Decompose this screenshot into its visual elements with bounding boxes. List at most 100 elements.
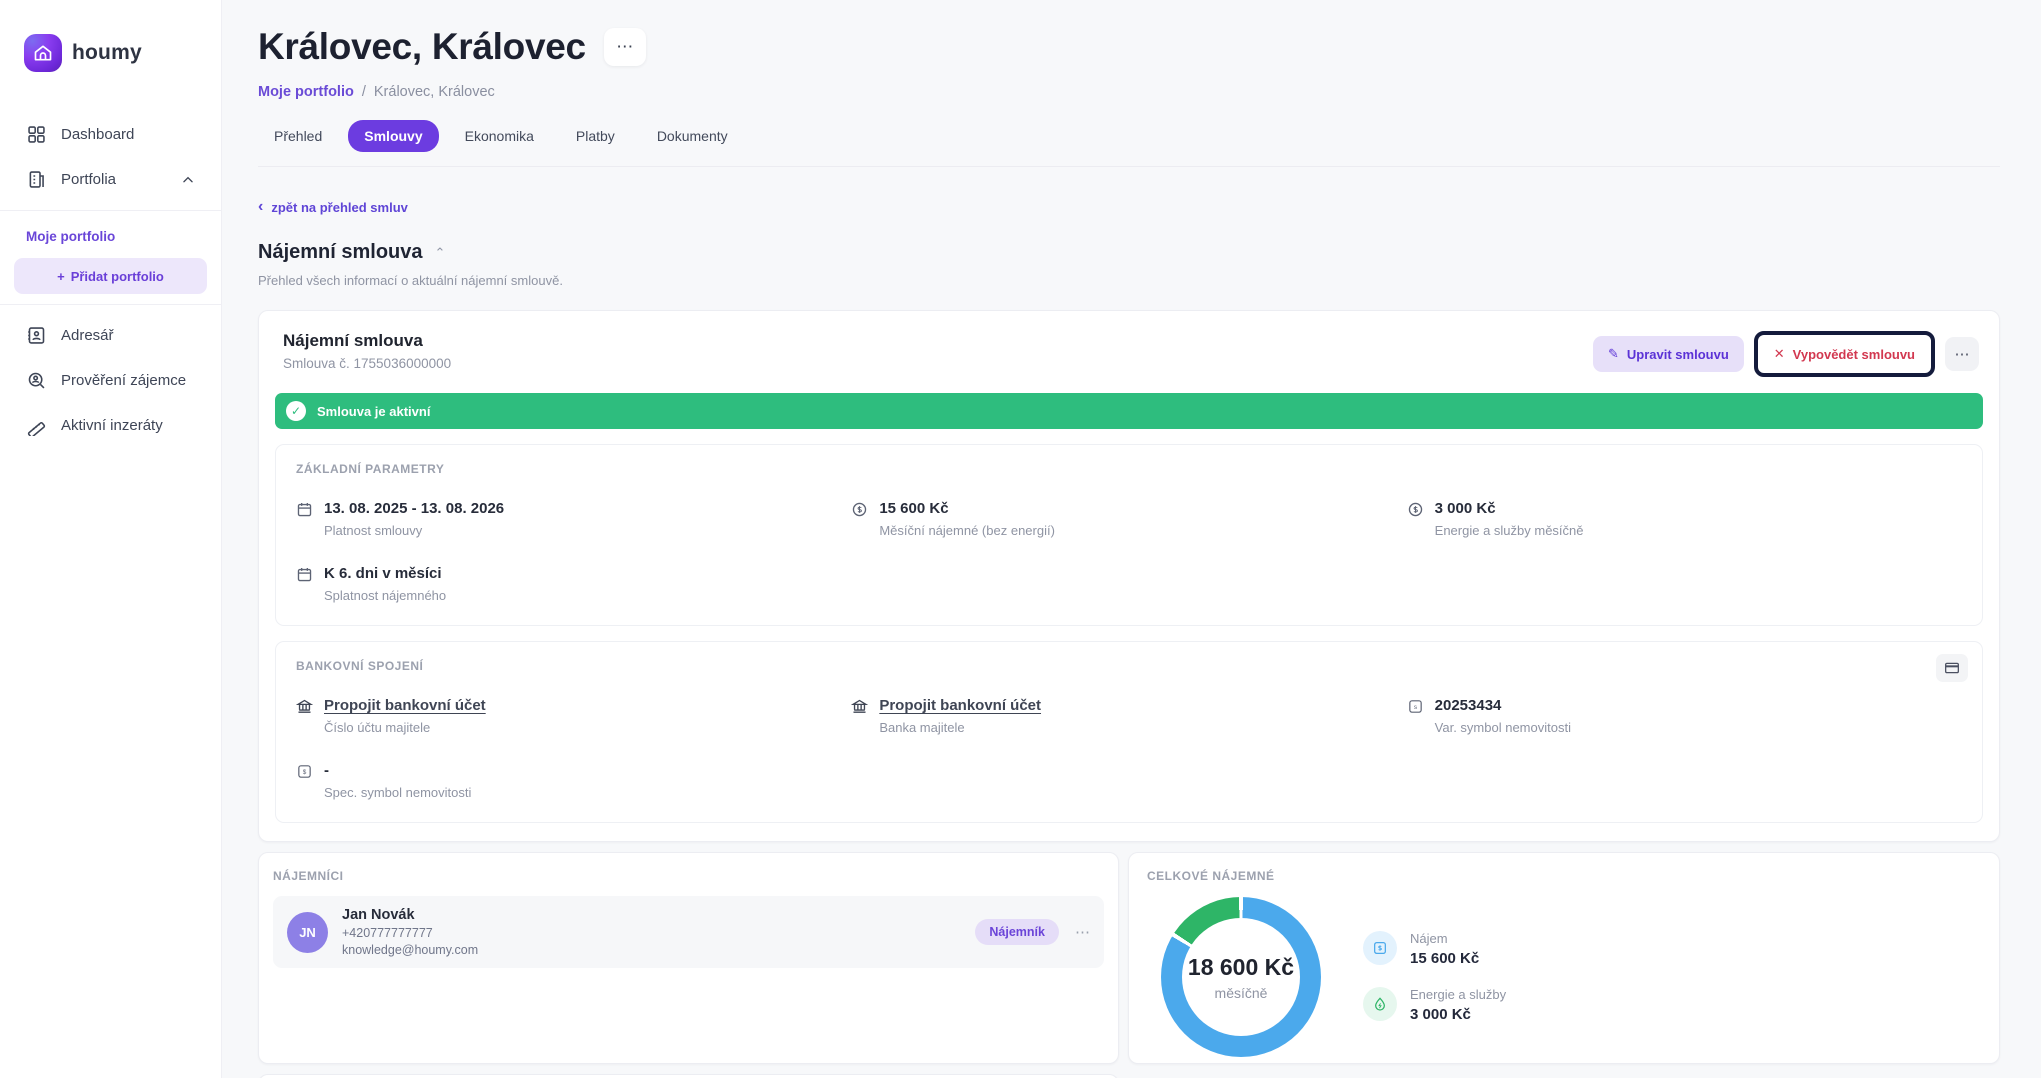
tenants-label: NÁJEMNÍCI — [273, 869, 344, 883]
sidebar-divider — [0, 304, 221, 305]
terminate-highlight-box: ✕ Vypovědět smlouvu — [1753, 331, 1935, 377]
param-platnost: 13. 08. 2025 - 13. 08. 2026 Platnost sml… — [296, 500, 851, 538]
back-to-contracts-link[interactable]: ‹ zpět na přehled smluv — [258, 198, 408, 216]
legend-item-energie: Energie a služby 3 000 Kč — [1363, 987, 1506, 1023]
edit-contract-label: Upravit smlouvu — [1626, 346, 1729, 362]
tenant-phone: +420777777777 — [342, 926, 433, 940]
tab-bar: Přehled Smlouvy Ekonomika Platby Dokumen… — [258, 120, 2000, 152]
sidebar-item-adresar[interactable]: Adresář — [0, 313, 221, 358]
bank-item-var-symbol: s 20253434 Var. symbol nemovitosti — [1407, 697, 1962, 735]
section-title: Nájemní smlouva — [258, 241, 423, 263]
brand-logo[interactable]: houmy — [0, 34, 221, 72]
rent-legend: Nájem 15 600 Kč Energie a služby 3 000 K… — [1363, 931, 1506, 1023]
pencil-icon: ✎ — [1608, 346, 1619, 361]
chevron-up-icon[interactable] — [181, 173, 195, 187]
sidebar-item-label: Prověření zájemce — [61, 372, 187, 389]
tenant-overflow-button[interactable]: ⋯ — [1075, 924, 1090, 941]
param-splatnost: K 6. dni v měsíci Splatnost nájemného — [296, 565, 851, 603]
bank-connection-label: BANKOVNÍ SPOJENÍ — [296, 659, 424, 673]
sidebar-item-moje-portfolio[interactable]: Moje portfolio — [26, 229, 116, 244]
sidebar-item-label: Dashboard — [61, 126, 135, 143]
tenant-role-badge: Nájemník — [975, 919, 1059, 945]
tab-ekonomika[interactable]: Ekonomika — [464, 128, 534, 144]
calendar-icon — [296, 566, 313, 583]
connect-bank-account-link[interactable]: Propojit bankovní účet — [324, 697, 486, 714]
tab-platby[interactable]: Platby — [575, 128, 615, 144]
param-value: 3 000 Kč — [1434, 500, 1496, 517]
credit-card-button[interactable] — [1936, 654, 1968, 682]
param-label: Energie a služby měsíčně — [1434, 523, 1584, 538]
donut-center-value: 18 600 Kč — [1187, 953, 1295, 980]
tab-dokumenty[interactable]: Dokumenty — [656, 128, 728, 144]
collapse-chevron-icon[interactable]: ⌃ — [434, 244, 446, 260]
svg-text:$: $ — [303, 769, 307, 776]
portfolio-icon — [29, 171, 44, 188]
contract-overflow-button[interactable]: ⋯ — [1945, 337, 1979, 371]
credit-card-icon — [1945, 662, 1959, 674]
add-portfolio-label: Přidat portfolio — [70, 268, 164, 284]
add-portfolio-button[interactable]: + Přidat portfolio — [14, 258, 207, 294]
sidebar-item-label: Adresář — [61, 327, 114, 344]
svg-text:s: s — [1414, 704, 1417, 711]
tabs-divider — [258, 166, 2000, 167]
terminate-contract-label: Vypovědět smlouvu — [1792, 346, 1915, 362]
address-book-icon — [28, 327, 45, 344]
tab-prehled[interactable]: Přehled — [274, 128, 323, 144]
param-value: - — [324, 762, 329, 779]
contract-history-card: HISTORIE ZNĚNÍ SMLOUVY Nájemné 15 600 Kč… — [258, 1074, 1119, 1078]
back-arrow-icon: ‹ — [258, 198, 264, 215]
sidebar-item-dashboard[interactable]: Dashboard — [0, 112, 221, 157]
param-label: Splatnost nájemného — [324, 588, 447, 603]
close-icon: ✕ — [1773, 346, 1785, 361]
connect-bank-account-link[interactable]: Propojit bankovní účet — [879, 697, 1042, 714]
bank-connection-card: BANKOVNÍ SPOJENÍ Propojit bankovní účet … — [275, 641, 1983, 823]
bank-item-banka: Propojit bankovní účet Banka majitele — [851, 697, 1406, 735]
rent-coin-icon — [1363, 931, 1397, 965]
page-overflow-button[interactable]: ⋯ — [603, 28, 646, 66]
status-banner-text: Smlouva je aktivní — [317, 403, 431, 419]
total-rent-label: CELKOVÉ NÁJEMNÉ — [1147, 869, 1275, 883]
tenant-row: JN Jan Novák +420777777777 knowledge@hou… — [273, 896, 1104, 968]
param-label: Spec. symbol nemovitosti — [324, 785, 472, 800]
tenant-email: knowledge@houmy.com — [342, 943, 479, 957]
legend-label: Nájem — [1410, 931, 1448, 946]
sidebar-item-label: Aktivní inzeráty — [61, 417, 163, 434]
sidebar: houmy Dashboard Portfolia Moje portfolio… — [0, 0, 222, 1078]
coin-icon — [1407, 501, 1424, 518]
terminate-contract-button[interactable]: ✕ Vypovědět smlouvu — [1758, 336, 1930, 372]
symbol-icon: $ — [296, 763, 313, 780]
tenant-avatar: JN — [287, 911, 328, 953]
bank-icon — [296, 698, 313, 715]
tenant-name: Jan Novák — [342, 907, 415, 923]
sidebar-item-provereni-zajemce[interactable]: Prověření zájemce — [0, 358, 221, 403]
main-content: Královec, Královec ⋯ Moje portfolio / Kr… — [222, 0, 2041, 1078]
plus-icon: + — [57, 268, 65, 284]
bank-icon — [851, 698, 869, 715]
legend-label: Energie a služby — [1410, 987, 1507, 1002]
param-value: 13. 08. 2025 - 13. 08. 2026 — [324, 500, 505, 517]
bank-item-cislo-uctu: Propojit bankovní účet Číslo účtu majite… — [296, 697, 851, 735]
calendar-icon — [296, 501, 313, 518]
sidebar-item-portfolia[interactable]: Portfolia — [0, 157, 221, 202]
sidebar-item-aktivni-inzeraty[interactable]: Aktivní inzeráty — [0, 403, 221, 448]
dashboard-icon — [28, 126, 45, 143]
breadcrumb-parent-link[interactable]: Moje portfolio — [258, 84, 354, 100]
total-rent-card: CELKOVÉ NÁJEMNÉ 18 600 Kč měsíčně Nájem — [1128, 852, 2000, 1064]
section-subtitle: Přehled všech informací o aktuální nájem… — [258, 273, 563, 288]
tab-smlouvy[interactable]: Smlouvy — [348, 120, 439, 152]
energy-droplet-icon — [1363, 987, 1397, 1021]
page-title: Královec, Královec — [258, 26, 586, 67]
basic-parameters-label: ZÁKLADNÍ PARAMETRY — [296, 462, 445, 476]
contract-status-banner: ✓ Smlouva je aktivní — [275, 393, 1983, 429]
breadcrumb: Moje portfolio / Královec, Královec — [258, 84, 2000, 100]
edit-contract-button[interactable]: ✎ Upravit smlouvu — [1593, 336, 1744, 372]
person-search-icon — [28, 372, 45, 389]
param-label: Banka majitele — [879, 720, 965, 735]
param-value: K 6. dni v měsíci — [324, 565, 442, 582]
param-label: Měsíční nájemné (bez energií) — [879, 523, 1055, 538]
param-value: 15 600 Kč — [879, 500, 949, 517]
coin-icon — [851, 501, 868, 518]
breadcrumb-separator: / — [361, 84, 366, 100]
param-label: Var. symbol nemovitosti — [1434, 720, 1571, 735]
tenants-card: NÁJEMNÍCI JN Jan Novák +420777777777 kno… — [258, 852, 1119, 1064]
